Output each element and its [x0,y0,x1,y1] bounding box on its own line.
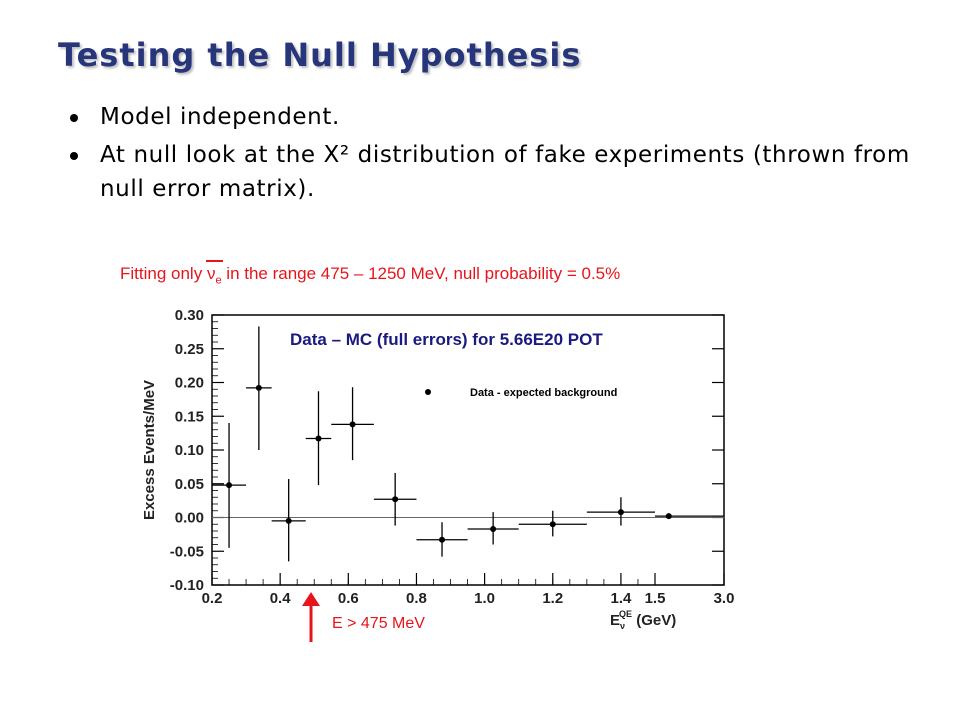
bullet-text: At null look at the X² distribution of f… [100,142,910,202]
x-tick-label: 1.5 [645,590,666,607]
data-point [617,509,624,516]
caption-nu: ν [206,264,216,283]
data-point [392,496,399,503]
data-point [439,536,446,543]
bullet-dot-icon [70,114,78,122]
chart-title: Data – MC (full errors) for 5.66E20 POT [290,330,603,349]
excess-events-chart: -0.10 -0.05 0.00 0.05 0.10 0.15 0.20 0.25 0.30 0.… [141,307,735,631]
caption-sub: e [215,274,222,287]
data-point [255,384,262,391]
data-point [665,513,672,520]
antiparticle-bar [205,260,223,262]
x-tick-label: 1.0 [474,590,495,607]
y-tick-label: 0.15 [175,408,204,425]
y-tick-label: 0.25 [175,341,204,358]
y-axis-label: Excess Events/MeV [141,380,158,520]
y-tick-label: 0.20 [175,375,204,392]
data-point [349,421,356,428]
y-tick-label: -0.05 [170,543,204,560]
x-tick-label: 3.0 [714,590,735,607]
data-point [226,482,233,489]
y-tick-label: -0.10 [170,577,204,594]
legend-marker [425,389,431,395]
bullet-text: Model independent. [100,104,340,130]
bullet-item: At null look at the X² distribution of f… [66,138,916,206]
data-point [315,435,322,442]
data-point [490,525,497,532]
fit-caption: Fitting only νe in the range 475 – 1250 … [120,260,621,287]
slide-title: Testing the Null Hypothesis [58,36,582,74]
y-tick-label: 0.10 [175,442,204,459]
y-tick-label: 0.05 [175,476,204,493]
caption-before: Fitting only [120,264,207,283]
legend-label: Data - expected background [470,387,617,399]
x-tick-label: 0.4 [270,590,292,607]
x-tick-label: 1.4 [610,590,632,607]
bullet-dot-icon [70,152,78,160]
threshold-arrow-icon [302,592,320,642]
x-tick-label: 1.2 [542,590,563,607]
y-tick-label: 0.30 [175,307,204,324]
y-tick-label: 0.00 [175,510,204,527]
x-axis-label: EνQE (GeV) [610,609,676,631]
x-tick-label: 0.6 [338,590,359,607]
x-tick-label: 0.8 [406,590,427,607]
x-tick-label: 0.2 [202,590,223,607]
data-point [549,521,556,528]
bullet-list: Model independent. At null look at the X… [66,100,916,210]
bullet-item: Model independent. [66,100,916,134]
antineutrino-symbol: νe [205,260,223,287]
threshold-label: E > 475 MeV [332,615,425,632]
data-point [285,517,292,524]
caption-after: in the range 475 – 1250 MeV, null probab… [221,264,621,283]
